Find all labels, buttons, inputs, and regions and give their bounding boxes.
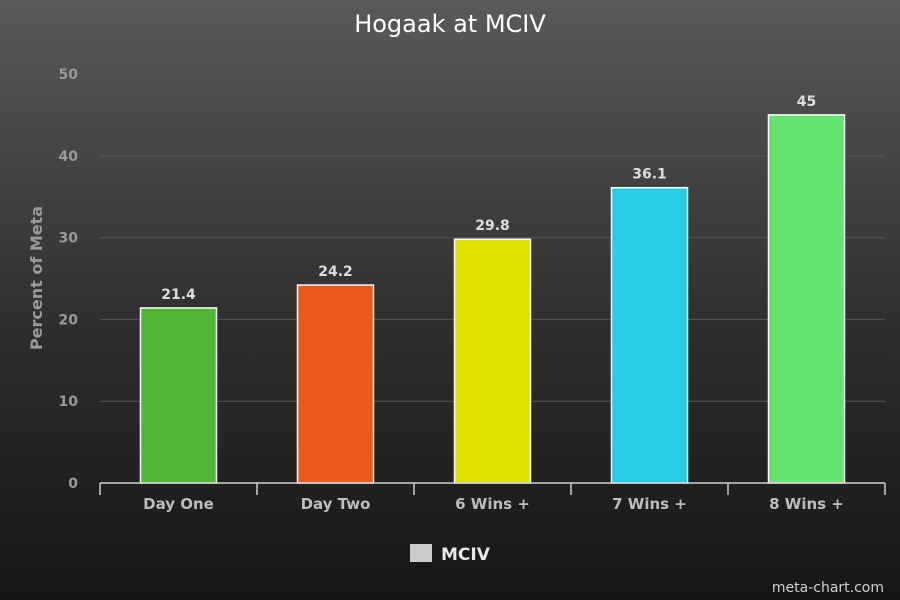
- legend-label: MCIV: [441, 545, 491, 565]
- bar: [610, 186, 689, 484]
- data-label: 36.1: [632, 167, 667, 183]
- gridlines: [100, 73, 885, 402]
- data-label: 45: [797, 94, 816, 110]
- legend: MCIV: [410, 544, 491, 565]
- data-label: 29.8: [475, 218, 510, 234]
- data-label: 24.2: [318, 264, 353, 280]
- bar: [767, 114, 846, 484]
- x-tick-label: 7 Wins +: [612, 495, 687, 513]
- y-tick-label: 30: [59, 231, 79, 247]
- x-tick-label: 6 Wins +: [455, 495, 530, 513]
- y-tick-label: 20: [59, 312, 79, 328]
- x-axis: [99, 482, 886, 495]
- data-label: 21.4: [161, 287, 196, 303]
- y-tick-label: 10: [59, 394, 79, 410]
- y-tick-label: 0: [68, 476, 78, 492]
- legend-swatch: [410, 544, 432, 562]
- bar: [139, 307, 218, 484]
- x-tick-label: Day Two: [301, 495, 371, 513]
- bar: [453, 238, 532, 484]
- x-axis-ticks: Day One Day Two 6 Wins + 7 Wins + 8 Wins +: [143, 495, 844, 513]
- bar: [296, 284, 375, 484]
- x-tick-label: 8 Wins +: [769, 495, 844, 513]
- bars: 21.4 24.2 29.8 36.1 45: [139, 94, 846, 484]
- y-tick-label: 40: [59, 149, 79, 165]
- credit-text: meta-chart.com: [772, 580, 884, 596]
- chart-title: Hogaak at MCIV: [354, 10, 546, 38]
- x-tick-label: Day One: [143, 495, 214, 513]
- y-axis-ticks: 0 10 20 30 40 50: [59, 67, 79, 492]
- y-axis-label: Percent of Meta: [27, 206, 46, 350]
- y-tick-label: 50: [59, 67, 79, 83]
